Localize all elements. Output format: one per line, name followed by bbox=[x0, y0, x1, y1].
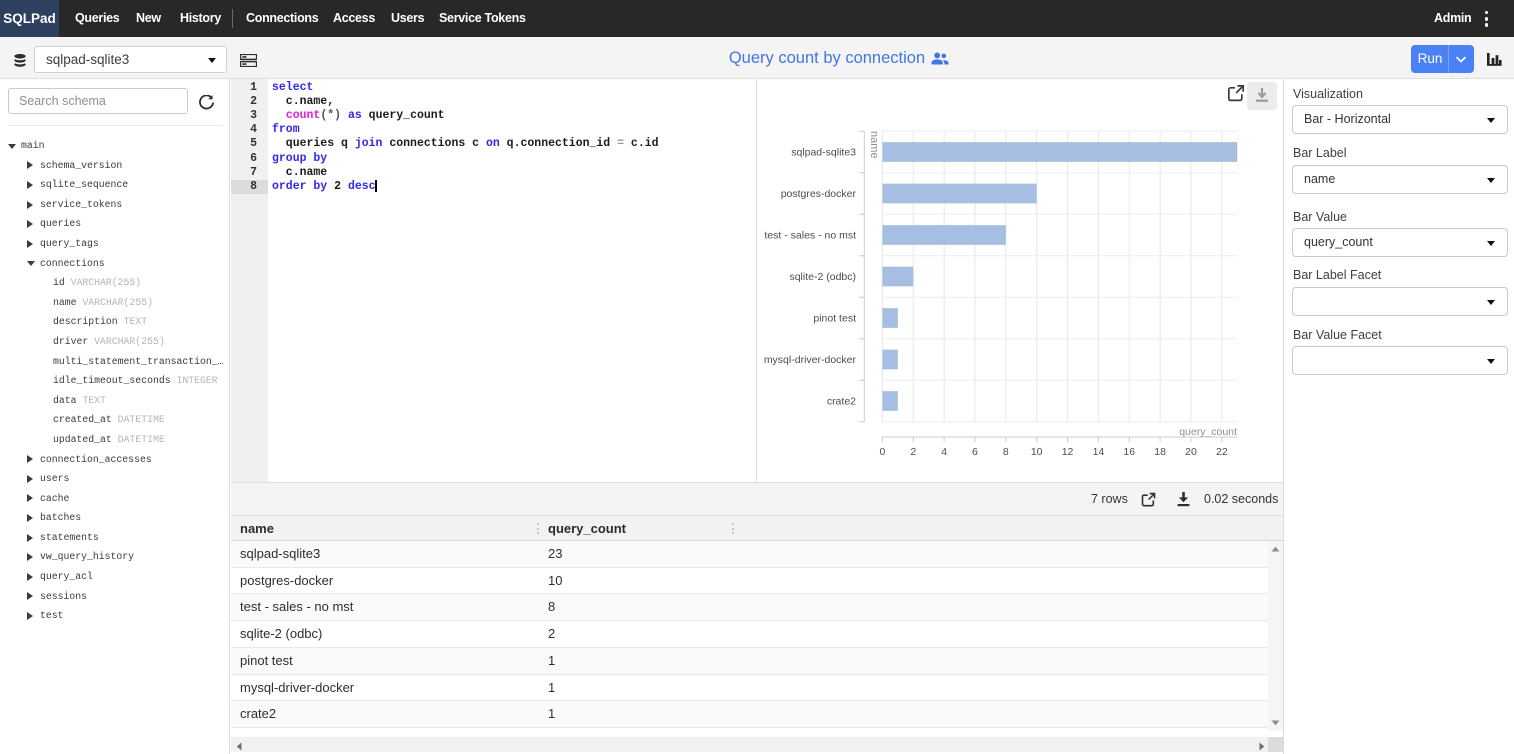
svg-text:20: 20 bbox=[1185, 446, 1197, 458]
svg-text:2: 2 bbox=[910, 446, 916, 458]
svg-text:sqlpad-sqlite3: sqlpad-sqlite3 bbox=[791, 147, 856, 159]
svg-text:4: 4 bbox=[941, 446, 947, 458]
svg-text:name: name bbox=[868, 131, 880, 159]
svg-text:sqlite-2 (odbc): sqlite-2 (odbc) bbox=[789, 271, 856, 283]
svg-text:test - sales - no mst: test - sales - no mst bbox=[764, 230, 856, 242]
svg-text:postgres-docker: postgres-docker bbox=[781, 188, 857, 200]
svg-text:22: 22 bbox=[1216, 446, 1228, 458]
svg-text:8: 8 bbox=[1003, 446, 1009, 458]
svg-text:crate2: crate2 bbox=[827, 396, 856, 408]
svg-text:6: 6 bbox=[972, 446, 978, 458]
svg-text:14: 14 bbox=[1093, 446, 1105, 458]
svg-text:10: 10 bbox=[1031, 446, 1043, 458]
svg-text:16: 16 bbox=[1123, 446, 1135, 458]
svg-text:mysql-driver-docker: mysql-driver-docker bbox=[764, 354, 857, 366]
svg-text:12: 12 bbox=[1062, 446, 1074, 458]
svg-text:query_count: query_count bbox=[1179, 426, 1237, 438]
svg-text:pinot test: pinot test bbox=[813, 313, 856, 325]
svg-text:18: 18 bbox=[1154, 446, 1166, 458]
svg-text:0: 0 bbox=[879, 446, 885, 458]
